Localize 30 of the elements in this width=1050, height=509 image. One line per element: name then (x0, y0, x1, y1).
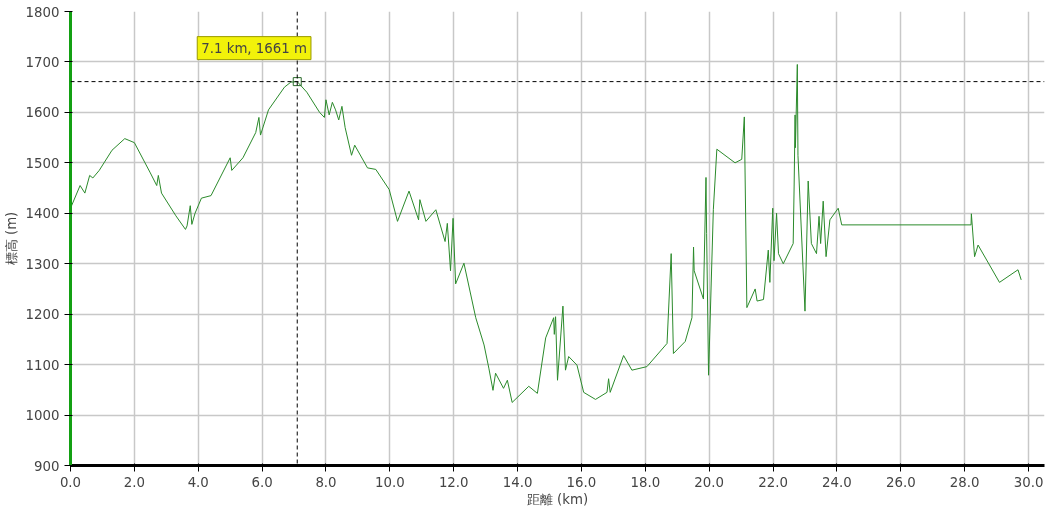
x-tick-label: 18.0 (630, 474, 661, 490)
y-tick-label: 1100 (25, 357, 60, 373)
y-tick-label: 900 (34, 458, 60, 474)
x-tick-label: 30.0 (1013, 474, 1044, 490)
line-series (70, 63, 1022, 403)
x-tick-label: 2.0 (123, 474, 145, 490)
y-tick-label: 1300 (25, 256, 60, 272)
x-tick-label: 8.0 (315, 474, 337, 490)
x-tick-label: 12.0 (438, 474, 469, 490)
y-tick-label: 1500 (25, 155, 60, 171)
x-tick-label: 22.0 (758, 474, 788, 490)
y-tick-label: 1700 (25, 54, 60, 70)
y-tick-label: 1600 (25, 105, 60, 121)
x-tick-label: 0.0 (59, 474, 82, 490)
y-tick-label: 1000 (25, 408, 60, 424)
x-tick-label: 6.0 (251, 474, 273, 490)
x-tick-label: 14.0 (502, 474, 533, 490)
x-tick-label: 28.0 (949, 474, 980, 490)
x-tick-label: 24.0 (822, 474, 852, 490)
annotation: 7.1 km, 1661 m (201, 40, 307, 56)
x-tick-label: 10.0 (375, 474, 405, 490)
x-tick-label: 20.0 (694, 474, 725, 490)
y-tick-label: 1200 (25, 307, 60, 323)
x-tick-label: 4.0 (187, 474, 209, 490)
x-tick-label: 16.0 (566, 474, 597, 490)
y-tick-label: 1400 (25, 206, 60, 222)
x-tick-label: 26.0 (885, 474, 916, 490)
y-tick-label: 1800 (25, 4, 60, 20)
y-axis-title: 標高 (m) (3, 211, 19, 266)
x-axis-title: 距離 (km) (526, 491, 589, 507)
